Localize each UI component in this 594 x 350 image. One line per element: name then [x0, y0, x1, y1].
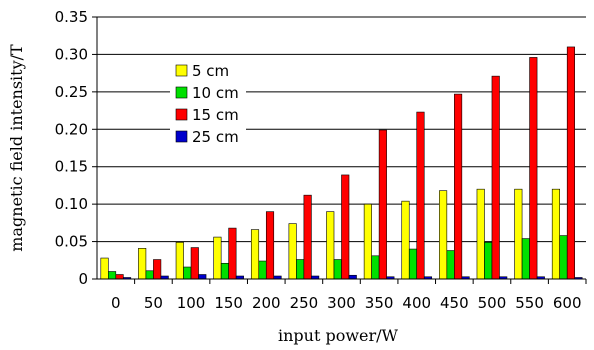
y-tick-label: 0.25	[55, 83, 88, 101]
y-tick-labels: 0 0.05 0.10 0.15 0.20 0.25 0.30 0.35	[55, 8, 88, 288]
x-tick-label: 350	[365, 294, 394, 312]
bar-15cm-300	[341, 174, 350, 280]
bar-15cm-600	[566, 46, 575, 280]
bar-15cm-400	[416, 111, 425, 280]
x-tick-label: 200	[252, 294, 281, 312]
gridlines	[92, 16, 586, 280]
bar-15cm-550	[529, 57, 538, 280]
bar-10cm-100	[183, 266, 192, 280]
bar-5cm-550	[514, 188, 523, 280]
legend-label: 10 cm	[192, 84, 239, 102]
legend-swatch	[175, 86, 188, 99]
bar-5cm-300	[326, 211, 335, 280]
bar-10cm-250	[296, 259, 305, 280]
bar-15cm-350	[378, 129, 387, 280]
bar-10cm-150	[220, 262, 229, 280]
bar-5cm-50	[138, 248, 147, 280]
bar-10cm-550	[521, 238, 530, 280]
y-tick-label: 0.05	[55, 233, 88, 251]
bar-10cm-0	[108, 271, 117, 280]
x-tick-labels: 0 50 100 150 200 250 300 350 400 450 500 550 600	[111, 279, 587, 312]
y-tick-label: 0.20	[55, 120, 88, 138]
bar-25cm-300	[348, 274, 357, 280]
bar-5cm-600	[551, 188, 560, 280]
y-tick-label: 0	[78, 270, 88, 288]
legend-swatch	[175, 130, 188, 143]
x-tick-label: 250	[290, 294, 319, 312]
x-tick-label: 400	[402, 294, 431, 312]
y-tick-label: 0.35	[55, 8, 88, 26]
x-tick-label: 50	[144, 294, 163, 312]
bar-5cm-150	[213, 236, 222, 280]
bar-10cm-500	[484, 242, 493, 280]
legend-swatch	[175, 64, 188, 77]
x-tick-label: 0	[111, 294, 121, 312]
bar-15cm-200	[265, 211, 275, 280]
bar-15cm-100	[190, 247, 199, 280]
bar-15cm-50	[153, 259, 162, 280]
bar-5cm-100	[175, 242, 184, 280]
bar-5cm-0	[100, 257, 109, 280]
x-tick-label: 550	[515, 294, 544, 312]
bar-15cm-450	[454, 93, 463, 280]
bar-10cm-600	[559, 235, 568, 280]
bar-5cm-200	[250, 229, 260, 280]
bar-25cm-100	[198, 274, 207, 280]
x-axis-title: input power/W	[278, 326, 399, 345]
bar-5cm-350	[363, 203, 372, 280]
bar-15cm-0	[115, 274, 124, 280]
y-tick-label: 0.10	[55, 195, 88, 213]
bars	[100, 46, 583, 280]
legend-label: 15 cm	[192, 106, 239, 124]
legend-label: 5 cm	[192, 62, 229, 80]
x-tick-label: 300	[327, 294, 356, 312]
legend-label: 25 cm	[192, 128, 239, 146]
bar-10cm-350	[371, 255, 380, 280]
y-tick-label: 0.30	[55, 45, 88, 63]
bar-15cm-150	[228, 227, 237, 280]
bar-5cm-400	[401, 200, 410, 280]
x-tick-label: 600	[553, 294, 582, 312]
x-tick-label: 500	[478, 294, 507, 312]
legend: 5 cm 10 cm 15 cm 25 cm	[170, 57, 246, 155]
bar-5cm-250	[288, 223, 297, 280]
y-axis-title: magnetic field intensity/T	[7, 44, 26, 252]
legend-swatch	[175, 108, 188, 121]
bar-10cm-200	[258, 260, 267, 280]
bar-10cm-450	[446, 250, 455, 280]
x-tick-label: 100	[177, 294, 206, 312]
bar-5cm-450	[439, 190, 448, 280]
bar-15cm-500	[491, 75, 500, 280]
bar-10cm-50	[145, 270, 154, 280]
bar-5cm-500	[476, 188, 485, 280]
x-tick-label: 150	[214, 294, 243, 312]
bar-10cm-300	[333, 259, 342, 280]
bar-10cm-400	[408, 248, 418, 280]
y-tick-label: 0.15	[55, 158, 88, 176]
x-tick-label: 450	[440, 294, 469, 312]
bar-15cm-250	[303, 194, 312, 280]
